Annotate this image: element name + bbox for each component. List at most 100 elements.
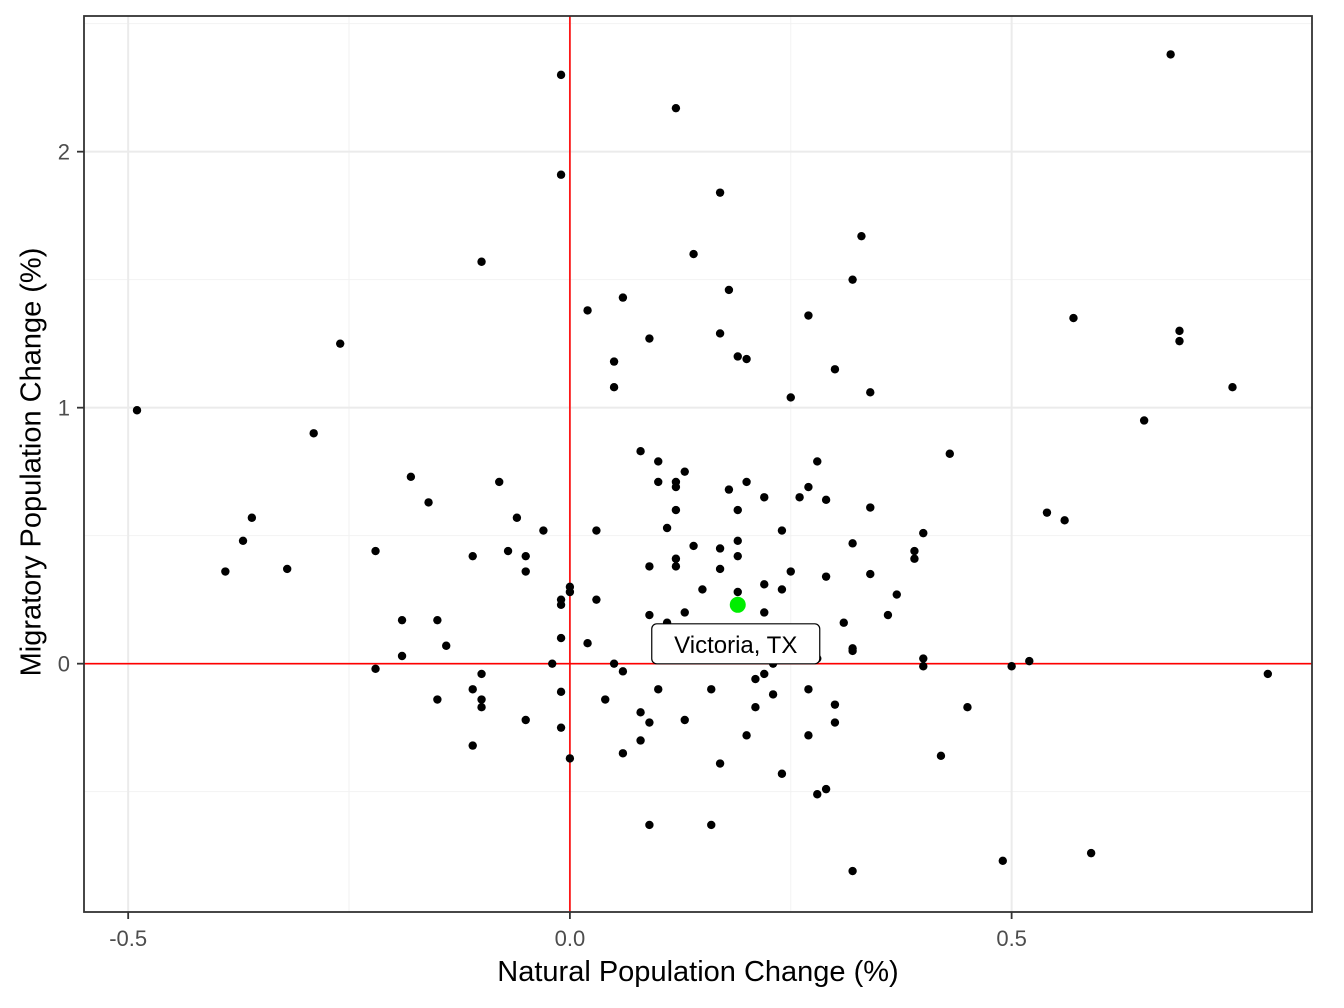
y-tick-label: 0 (58, 652, 70, 677)
data-point (786, 393, 795, 402)
data-point (1007, 662, 1016, 671)
data-point (733, 536, 742, 545)
data-point (556, 723, 566, 732)
reference-lines (84, 16, 1312, 912)
data-point (336, 339, 345, 348)
data-point (680, 715, 689, 725)
data-point (132, 406, 142, 415)
data-point (821, 784, 831, 794)
data-point (477, 669, 486, 679)
data-point (821, 572, 831, 581)
data-point (477, 703, 486, 712)
data-point (556, 170, 566, 179)
data-point (539, 526, 548, 535)
data-point (742, 477, 751, 487)
data-point (883, 610, 893, 620)
data-point (777, 526, 787, 535)
data-point (1228, 383, 1237, 392)
data-point (433, 695, 442, 704)
data-point (442, 641, 451, 650)
data-point (636, 447, 645, 456)
data-point (654, 685, 663, 694)
data-point (715, 759, 725, 768)
highlight-group: Victoria, TX (651, 596, 821, 665)
data-point (680, 467, 689, 476)
data-point (556, 687, 566, 697)
data-point (645, 718, 654, 727)
data-point (813, 790, 822, 799)
data-point (1069, 313, 1078, 323)
data-point (866, 569, 875, 579)
data-point (512, 513, 522, 522)
data-point (636, 736, 645, 745)
data-point (477, 257, 486, 266)
data-point (671, 562, 681, 571)
data-point (282, 564, 292, 574)
data-point (477, 695, 486, 704)
data-point (556, 633, 566, 643)
data-point (521, 551, 530, 561)
data-point (1263, 669, 1273, 679)
data-point (733, 352, 742, 361)
data-point (760, 580, 769, 589)
plot-panel-border (83, 15, 1313, 913)
data-point (848, 646, 857, 656)
x-tick-label: 0.0 (555, 926, 586, 951)
data-point (406, 472, 416, 481)
x-tick-label: 0.5 (996, 926, 1027, 951)
data-point (760, 493, 769, 502)
data-point (671, 505, 681, 515)
y-axis-title: Migratory Population Change (%) (15, 247, 48, 677)
data-point (689, 249, 698, 259)
axes: -0.5 0.0 0.5 0 1 2 (58, 140, 1027, 951)
data-point (945, 449, 954, 458)
data-point (468, 685, 477, 694)
data-point (919, 528, 928, 538)
data-point (592, 526, 601, 535)
data-point (919, 654, 928, 663)
data-point (521, 567, 530, 576)
data-point (565, 587, 575, 597)
data-point (609, 357, 619, 366)
data-point (548, 659, 557, 668)
y-tick-label: 1 (58, 396, 70, 421)
data-point (371, 546, 380, 556)
data-point (742, 731, 751, 740)
data-points (132, 50, 1273, 876)
data-point (671, 103, 681, 113)
data-point (592, 595, 601, 604)
data-point (715, 544, 725, 553)
data-point (751, 674, 760, 684)
data-point (371, 664, 380, 673)
data-point (707, 820, 716, 830)
data-point (671, 482, 681, 492)
data-point (804, 311, 813, 320)
data-point (618, 293, 628, 302)
highlight-point (729, 596, 746, 613)
data-point (777, 585, 787, 594)
data-point (583, 639, 592, 648)
data-point (424, 498, 433, 507)
data-point (813, 457, 822, 466)
data-point (671, 554, 681, 563)
data-point (777, 769, 787, 778)
data-point (556, 70, 566, 80)
data-point (645, 334, 654, 343)
data-point (636, 708, 645, 717)
data-point (468, 551, 477, 561)
data-point (468, 741, 477, 750)
data-point (397, 615, 407, 625)
data-point (645, 820, 654, 830)
data-point (795, 493, 804, 502)
data-point (998, 856, 1007, 865)
data-point (707, 685, 716, 694)
data-point (645, 610, 654, 620)
data-point (786, 567, 795, 576)
data-point (601, 695, 610, 704)
data-point (698, 585, 707, 594)
data-point (751, 703, 760, 712)
data-point (609, 659, 619, 668)
data-point (521, 715, 530, 725)
data-point (848, 275, 857, 284)
